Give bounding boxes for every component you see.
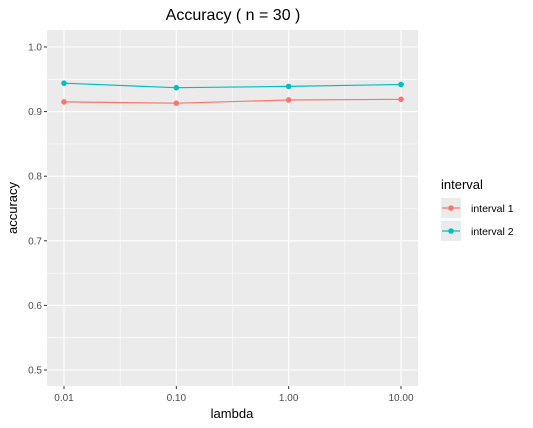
legend: interval interval 1 interval 2 (441, 177, 514, 241)
y-tick-label: 0.6 (28, 301, 42, 312)
x-tick-label: 1.00 (279, 393, 299, 404)
series-2-point (173, 84, 180, 91)
series-layer (61, 80, 404, 107)
y-axis-title: accuracy (5, 181, 20, 234)
y-tick-label: 0.5 (28, 366, 42, 377)
y-tick-label: 1.0 (28, 43, 42, 54)
legend-label: interval 1 (471, 203, 514, 215)
legend-key-point (448, 205, 454, 211)
x-tick-label: 0.10 (167, 393, 187, 404)
series-1-point (285, 97, 292, 103)
series-line-1 (63, 98, 402, 104)
series-1-point (173, 100, 180, 107)
y-tick-label: 0.7 (28, 236, 42, 247)
series-2-point (285, 83, 292, 90)
legend-label: interval 2 (471, 226, 514, 238)
series-2-point (398, 81, 404, 88)
series-1-point (61, 99, 67, 105)
axis-layer: 0.5 0.6 0.7 0.8 0.9 1.0 0.01 0.10 1.00 10.00 (28, 43, 414, 405)
series-2-point (61, 80, 67, 86)
x-tick-label: 10.00 (388, 393, 413, 404)
chart-title: Accuracy ( n = 30 ) (166, 7, 301, 24)
legend-key-point (448, 228, 454, 234)
y-tick-label: 0.8 (28, 172, 42, 183)
grid-layer (47, 30, 418, 386)
legend-items: interval 1 interval 2 (441, 198, 514, 241)
series-1-point (398, 96, 404, 103)
legend-title: interval (441, 177, 483, 192)
y-tick-label: 0.9 (28, 107, 42, 118)
x-tick-label: 0.01 (54, 393, 74, 404)
x-axis-title: lambda (211, 406, 254, 421)
series-line-2 (63, 82, 402, 89)
